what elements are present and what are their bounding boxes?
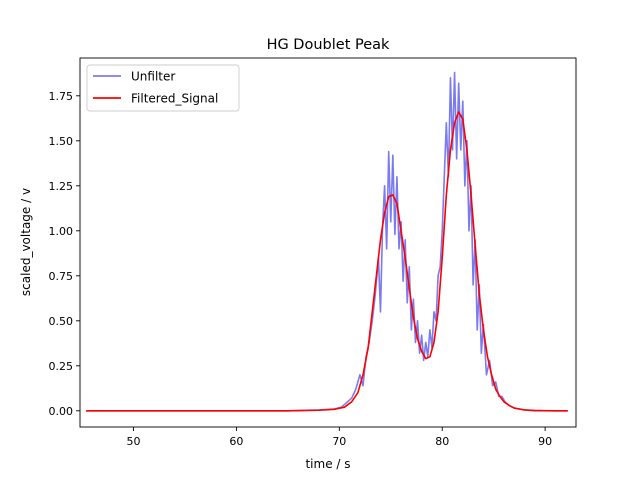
series-line-filtered-signal [86, 111, 568, 412]
y-tick-label: 0.00 [49, 405, 74, 418]
legend-box [86, 64, 240, 112]
x-tick-label: 70 [332, 435, 346, 448]
x-tick-label: 80 [435, 435, 449, 448]
plot-area-frame [79, 57, 577, 428]
x-axis: 50 60 70 80 90 [127, 427, 552, 448]
y-axis: 0.00 0.25 0.50 0.75 1.00 1.25 1.50 1.75 [49, 90, 80, 418]
y-tick-label: 0.50 [49, 315, 74, 328]
y-tick-label: 1.00 [49, 225, 74, 238]
legend-label-unfilter: Unfilter [131, 70, 175, 84]
legend: Unfilter Filtered_Signal [86, 64, 240, 112]
y-tick-label: 1.75 [49, 90, 74, 103]
y-axis-label: scaled_voltage / v [19, 188, 33, 296]
y-tick-label: 1.25 [49, 180, 74, 193]
legend-label-filtered-signal: Filtered_Signal [131, 92, 218, 106]
x-axis-label: time / s [305, 457, 350, 471]
y-tick-label: 1.50 [49, 135, 74, 148]
y-tick-label: 0.25 [49, 360, 74, 373]
x-tick-label: 90 [538, 435, 552, 448]
x-tick-label: 60 [229, 435, 243, 448]
x-tick-label: 50 [127, 435, 141, 448]
series-layer [86, 71, 568, 412]
chart-title: HG Doublet Peak [267, 37, 390, 53]
y-tick-label: 0.75 [49, 270, 74, 283]
